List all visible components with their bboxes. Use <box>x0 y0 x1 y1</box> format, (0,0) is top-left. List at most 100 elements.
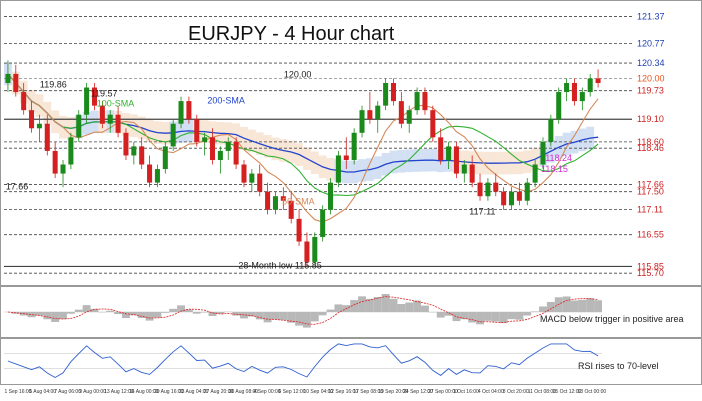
candle-body <box>123 132 129 156</box>
candle-body <box>312 236 318 262</box>
candle-body <box>257 173 263 192</box>
candle-body <box>485 182 491 197</box>
x-tick-label: 5 Aug 04:00 <box>29 389 56 395</box>
macd-bar <box>483 312 492 321</box>
x-tick-label: 10 Sep 04:00 <box>303 389 333 395</box>
candle-body <box>233 141 239 165</box>
macd-bar <box>594 300 602 312</box>
macd-bar <box>192 312 201 314</box>
candle-body <box>556 92 562 120</box>
candle-body <box>241 164 247 183</box>
candle-body <box>343 155 349 160</box>
level-label: 119.10 <box>637 114 664 124</box>
macd-bar <box>208 312 217 317</box>
candle-body <box>154 169 160 183</box>
candle-body <box>335 155 341 183</box>
x-tick-label: 27 Aug 20:00 <box>204 389 234 395</box>
candle-body <box>414 92 420 111</box>
macd-bar <box>381 294 390 312</box>
candle-body <box>540 141 546 165</box>
candle-body <box>493 182 499 192</box>
x-tick-label: 11 Oct 08:00 <box>528 389 556 395</box>
macd-bar <box>531 311 540 312</box>
level-label: 117.11 <box>637 204 663 214</box>
macd-bar <box>255 312 264 320</box>
x-tick-label: 24 Sep 12:00 <box>403 389 433 395</box>
macd-bar <box>476 312 484 325</box>
candle-body <box>194 119 200 142</box>
candle-body <box>422 92 428 111</box>
macd-bar <box>247 312 256 317</box>
candle-body <box>29 110 35 129</box>
macd-bar <box>350 300 359 312</box>
candle-body <box>249 173 255 183</box>
candle-body <box>406 110 412 124</box>
macd-bar <box>397 304 406 312</box>
macd-bar <box>318 312 327 316</box>
x-tick-label: 23 Aug 04:00 <box>179 389 209 395</box>
sma100-line <box>7 73 599 197</box>
candle-body <box>438 137 444 160</box>
macd-bar <box>405 302 414 312</box>
x-tick-label: 1 Oct 16:00 <box>453 389 479 395</box>
level-label: 120.00 <box>637 73 665 83</box>
chart-annotation: 50-SMA <box>282 196 315 206</box>
candle-body <box>532 164 538 183</box>
macd-bar <box>74 309 83 312</box>
macd-signal-line <box>7 296 599 325</box>
macd-bar <box>129 312 138 316</box>
ichimoku-cloud <box>4 62 595 184</box>
candle-body <box>139 146 145 165</box>
candle-body <box>209 137 216 160</box>
chart-annotation: 200-SMA <box>207 95 245 105</box>
level-label: 115.85 <box>637 261 664 271</box>
macd-bar <box>326 309 335 312</box>
macd-bar <box>27 312 36 318</box>
candle-body <box>288 200 294 219</box>
macd-bar <box>137 312 146 318</box>
macd-bar <box>59 312 67 320</box>
macd-bar <box>145 312 154 321</box>
macd-bar <box>373 297 382 312</box>
candle-body <box>21 92 27 111</box>
candle-body <box>147 164 153 183</box>
x-tick-label: 1 Sep 16:00 <box>4 389 31 395</box>
level-label: 118.60 <box>637 137 664 147</box>
chart-annotation: 118.15 <box>541 164 568 174</box>
candle-body <box>548 119 554 142</box>
macd-bar <box>303 312 311 328</box>
candle-body <box>115 114 121 133</box>
candle-body <box>446 146 452 160</box>
candle-body <box>52 150 58 174</box>
macd-bar <box>43 312 52 320</box>
candle-body <box>178 101 184 124</box>
x-tick-label: 20 Aug 16:00 <box>154 389 184 395</box>
candle-body <box>508 191 515 206</box>
level-label: 115.70 <box>637 268 664 278</box>
candle-body <box>461 164 467 174</box>
x-tick-label: 9 Aug 00:00 <box>79 389 106 395</box>
x-tick-label: 30 Aug 08:00 <box>229 389 259 395</box>
macd-bar <box>295 312 303 326</box>
macd-bar <box>35 312 44 316</box>
macd-bar <box>468 312 477 323</box>
macd-bar <box>515 312 524 320</box>
candle-body <box>383 82 389 106</box>
macd-bar <box>444 312 453 316</box>
candle-body <box>595 78 601 83</box>
x-tick-label: 12 Sep 16:00 <box>328 389 358 395</box>
candlesticks <box>5 60 601 267</box>
candle-body <box>398 101 404 124</box>
macd-panel <box>4 294 602 328</box>
macd-bar <box>82 305 91 312</box>
macd-bar <box>114 312 123 315</box>
candle-body <box>564 82 570 93</box>
macd-bar <box>578 299 587 312</box>
candle-body <box>76 114 82 138</box>
level-label: 120.34 <box>637 58 665 68</box>
price-levels: 121.37 120.77 120.34 120.00 119.73 119.10 118.… <box>4 11 665 278</box>
chart-annotation: 28-Month low 115.85 <box>238 261 321 271</box>
chart-annotation: 117.11 <box>469 206 495 216</box>
candle-body <box>13 73 19 93</box>
